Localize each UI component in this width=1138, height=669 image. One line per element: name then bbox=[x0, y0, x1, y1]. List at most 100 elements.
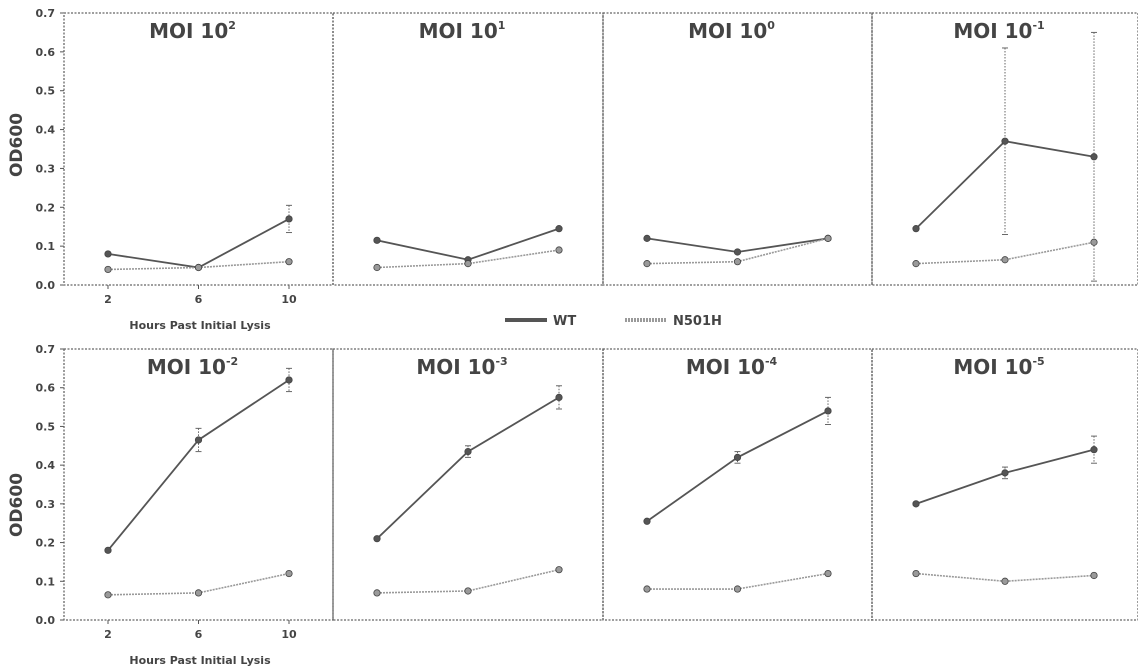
y-tick-label: 0.7 bbox=[36, 343, 56, 356]
data-point bbox=[1090, 446, 1098, 454]
x-tick-label: 6 bbox=[195, 293, 203, 306]
panel-frame bbox=[602, 12, 873, 286]
data-point bbox=[285, 376, 293, 384]
panel-4: MOI 10-1 bbox=[871, 12, 1138, 286]
data-point bbox=[555, 246, 563, 254]
data-point bbox=[824, 569, 832, 578]
data-point bbox=[733, 258, 742, 266]
y-tick-label: 0.2 bbox=[36, 537, 56, 550]
panel-title: MOI 10-3 bbox=[416, 355, 507, 379]
data-point bbox=[194, 589, 203, 597]
x-tick-label: 10 bbox=[281, 628, 297, 641]
panel-frame bbox=[63, 12, 334, 286]
panel-3: MOI 100 bbox=[602, 12, 873, 286]
y-tick-label: 0.4 bbox=[36, 459, 56, 472]
x-axis-label-bottom: Hours Past Initial Lysis bbox=[129, 654, 271, 667]
y-tick-label: 0.1 bbox=[36, 240, 56, 253]
series-line-wt bbox=[376, 396, 560, 540]
series-line-wt bbox=[376, 227, 560, 261]
data-point bbox=[1001, 577, 1009, 585]
data-point bbox=[464, 260, 472, 268]
y-tick-label: 0.5 bbox=[36, 85, 56, 98]
y-tick-label: 0.5 bbox=[36, 420, 56, 433]
y-tick-label: 0.4 bbox=[36, 124, 56, 137]
panel-frame bbox=[332, 348, 604, 621]
panel-2: MOI 101 bbox=[332, 12, 604, 286]
data-point bbox=[194, 436, 203, 444]
data-point bbox=[555, 393, 563, 401]
data-point bbox=[285, 569, 293, 578]
panel-title: MOI 102 bbox=[149, 19, 236, 43]
panel-title: MOI 101 bbox=[419, 19, 506, 43]
y-axis-label-text: OD600 bbox=[7, 473, 27, 537]
panel-title: MOI 10-5 bbox=[953, 355, 1044, 379]
data-point bbox=[555, 566, 563, 574]
panel-title: MOI 10-4 bbox=[686, 355, 778, 379]
data-point bbox=[285, 215, 293, 223]
data-point bbox=[464, 587, 472, 595]
data-point bbox=[912, 569, 920, 578]
panel-frame bbox=[602, 348, 873, 621]
series-line-n501h bbox=[915, 572, 1095, 583]
y-axis-label-text: OD600 bbox=[7, 113, 27, 177]
y-tick-label: 0.0 bbox=[36, 279, 56, 292]
y-tick-label: 0.1 bbox=[36, 575, 56, 588]
panel-frame bbox=[63, 348, 334, 621]
y-tick-label: 0.3 bbox=[36, 498, 56, 511]
data-point bbox=[1090, 153, 1098, 161]
y-tick-label: 0.7 bbox=[36, 7, 56, 20]
data-point bbox=[194, 263, 203, 272]
panel-title: MOI 10-1 bbox=[953, 19, 1044, 43]
data-point bbox=[464, 447, 472, 456]
data-point bbox=[1090, 571, 1098, 580]
data-point bbox=[555, 225, 563, 233]
panel-frame bbox=[871, 12, 1138, 286]
x-tick-label: 10 bbox=[281, 293, 297, 306]
panel-1: MOI 102 2 6 10 bbox=[63, 12, 334, 306]
data-point bbox=[104, 250, 112, 258]
y-tick-label: 0.6 bbox=[36, 382, 56, 395]
y-tick-label: 0.3 bbox=[36, 162, 56, 175]
data-point bbox=[912, 225, 920, 233]
series-line-wt bbox=[646, 410, 829, 523]
legend: WT N501H bbox=[505, 314, 722, 329]
data-point bbox=[373, 263, 381, 272]
legend-label-wt: WT bbox=[553, 314, 576, 329]
legend-label-n501h: N501H bbox=[673, 314, 722, 329]
panel-title: MOI 10-2 bbox=[147, 355, 238, 379]
y-axis-label-bottom: OD600 bbox=[7, 473, 27, 537]
data-point bbox=[373, 589, 381, 597]
y-tick-label: 0.0 bbox=[36, 614, 56, 627]
data-point bbox=[824, 234, 832, 242]
data-point bbox=[733, 453, 742, 461]
panels: 0.0 0.1 0.2 0.3 0.4 0.5 0.6 0.7 0.0 0.1 0.2 0.3 0.4 0… bbox=[36, 7, 1138, 641]
panel-title: MOI 100 bbox=[688, 19, 775, 43]
data-point bbox=[733, 248, 742, 256]
data-point bbox=[643, 234, 651, 242]
x-tick-label: 2 bbox=[104, 293, 112, 306]
data-point bbox=[643, 260, 651, 268]
data-point bbox=[373, 535, 381, 543]
panel-8: MOI 10-5 bbox=[871, 348, 1138, 621]
data-point bbox=[643, 517, 651, 525]
y-axis-label-top: OD600 bbox=[7, 113, 27, 177]
panel-7: MOI 10-4 bbox=[602, 348, 873, 621]
x-axis-label-top: Hours Past Initial Lysis bbox=[129, 319, 271, 332]
panel-5: MOI 10-2 2 6 10 bbox=[63, 348, 334, 641]
data-point bbox=[1001, 256, 1009, 264]
data-point bbox=[1090, 238, 1098, 246]
data-point bbox=[912, 500, 920, 508]
series-line-wt bbox=[107, 379, 290, 551]
panel-frame bbox=[332, 12, 604, 286]
data-point bbox=[104, 591, 112, 599]
data-point bbox=[912, 260, 920, 268]
data-point bbox=[285, 258, 293, 266]
y-tick-label: 0.2 bbox=[36, 201, 56, 214]
panel-frame bbox=[871, 348, 1138, 621]
data-point bbox=[824, 407, 832, 415]
series-line-wt bbox=[107, 218, 290, 269]
x-tick-label: 6 bbox=[195, 628, 203, 641]
data-point bbox=[1001, 469, 1009, 477]
panel-6: MOI 10-3 bbox=[332, 348, 604, 621]
